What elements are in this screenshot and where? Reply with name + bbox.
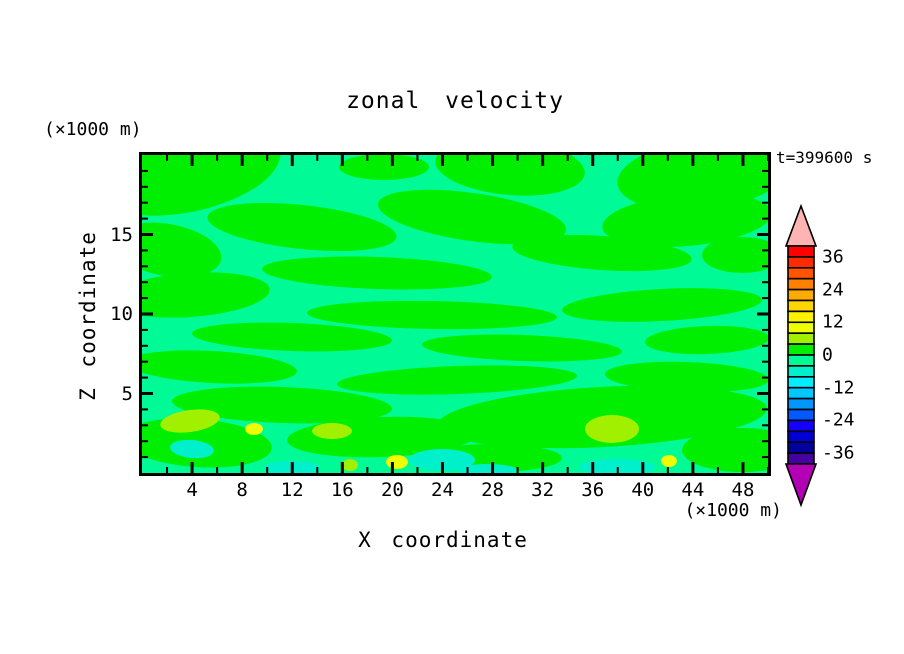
contour-blob-band--8..-4	[579, 459, 655, 473]
contour-blob-band-0..4	[512, 234, 692, 272]
y-tick-label-15: 15	[110, 223, 133, 246]
contour-blob-band-8..12	[386, 455, 408, 469]
x-tick-label-20: 20	[380, 479, 404, 501]
colorbar-segment--16-to--20	[787, 397, 815, 411]
contour-blob-band-0..4	[172, 386, 392, 424]
contour-blob-band--8..-4	[409, 449, 475, 471]
colorbar-segment--32-to--36	[787, 441, 815, 454]
x-tick-label-12: 12	[280, 479, 304, 501]
contour-blob-band-8..12	[661, 455, 677, 467]
contour-blob-band-0..4	[142, 350, 297, 384]
contour-blob-band--8..-4	[457, 464, 517, 473]
contour-blob-band--8..-4	[170, 439, 214, 459]
colorbar-under-arrow	[784, 463, 818, 508]
colorbar-segment--36-to--40	[787, 452, 815, 465]
colorbar-segment-0-to--4	[787, 354, 815, 367]
contour-blob-band-0..4	[262, 256, 492, 290]
x-axis-title: X coordinate	[358, 528, 528, 552]
contour-blob-band-0..4	[435, 155, 585, 196]
plot-title: zonal velocity	[346, 88, 564, 114]
colorbar-label-24: 24	[822, 279, 844, 301]
x-tick-label-8: 8	[236, 479, 248, 501]
x-tick-label-16: 16	[330, 479, 354, 501]
contour-plot-area	[139, 152, 771, 476]
colorbar-label-0: 0	[822, 344, 833, 366]
contour-blob-band-0..4	[142, 222, 222, 278]
y-axis-units-label: (×1000 m)	[44, 119, 142, 140]
colorbar-segment-36-to-32	[787, 256, 815, 269]
colorbar-label--24: -24	[822, 409, 855, 431]
contour-blob-band-0..4	[422, 334, 622, 362]
x-axis-units-label: (×1000 m)	[684, 500, 782, 521]
colorbar-segment-28-to-24	[787, 277, 815, 291]
colorbar-segment-16-to-12	[787, 310, 815, 324]
contour-blob-band-0..4	[207, 202, 397, 252]
contour-blob-band-0..4	[192, 322, 392, 352]
contour-blob-band-4..8	[585, 415, 639, 443]
colorbar-segment-4-to-0	[787, 343, 815, 356]
contour-blob-band-0..4	[307, 300, 557, 330]
x-tick-label-36: 36	[581, 479, 605, 501]
colorbar-label-36: 36	[822, 246, 844, 268]
colorbar-segment-8-to-4	[787, 332, 815, 345]
contour-blob-band-0..4	[682, 428, 768, 472]
colorbar-segment-20-to-16	[787, 299, 815, 313]
contour-blob-band-4..8	[160, 409, 220, 433]
colorbar	[784, 203, 818, 508]
colorbar-segment--24-to--28	[787, 419, 815, 433]
colorbar-segment--20-to--24	[787, 408, 815, 422]
contour-blob-band-0..4	[142, 272, 270, 318]
contour-blob-band-4..8	[312, 423, 352, 439]
colorbar-label--12: -12	[822, 377, 855, 399]
x-tick-label-48: 48	[731, 479, 755, 501]
x-tick-label-32: 32	[531, 479, 555, 501]
x-tick-label-24: 24	[431, 479, 454, 501]
contour-blob-band-4..8	[342, 459, 358, 471]
contour-blob-band-8..12	[245, 423, 263, 435]
colorbar-segment--4-to--8	[787, 365, 815, 378]
colorbar-segment-32-to-28	[787, 267, 815, 280]
contour-field-svg	[142, 155, 768, 473]
contour-blob-band-0..4	[142, 155, 281, 216]
contour-blob-band-0..4	[645, 325, 768, 355]
contour-blob-band-0..4	[605, 361, 768, 393]
colorbar-label--36: -36	[822, 442, 855, 464]
colorbar-over-arrow	[784, 203, 818, 247]
contour-blob-band-0..4	[377, 189, 567, 245]
colorbar-label-12: 12	[822, 311, 844, 333]
contour-blob-band-0..4	[337, 365, 577, 395]
colorbar-segment-40-to-36	[787, 245, 815, 258]
y-tick-label-5: 5	[121, 382, 133, 405]
x-tick-label-28: 28	[481, 479, 504, 501]
colorbar-segment--12-to--16	[787, 386, 815, 400]
contour-blob-band-0..4	[562, 288, 762, 322]
contour-blob-band-0..4	[702, 237, 768, 273]
colorbar-segment--8-to--12	[787, 376, 815, 389]
y-tick-label-10: 10	[110, 303, 133, 325]
x-tick-label-44: 44	[681, 479, 705, 501]
contour-blob-band-0..4	[339, 155, 429, 180]
contour-blob-band-0..4	[602, 193, 768, 247]
x-tick-label-4: 4	[186, 479, 198, 501]
x-tick-label-40: 40	[631, 479, 655, 501]
colorbar-segment-12-to-8	[787, 321, 815, 335]
colorbar-segment--28-to--32	[787, 430, 815, 444]
time-annotation: t=399600 s	[776, 148, 873, 167]
colorbar-segment-24-to-20	[787, 288, 815, 302]
